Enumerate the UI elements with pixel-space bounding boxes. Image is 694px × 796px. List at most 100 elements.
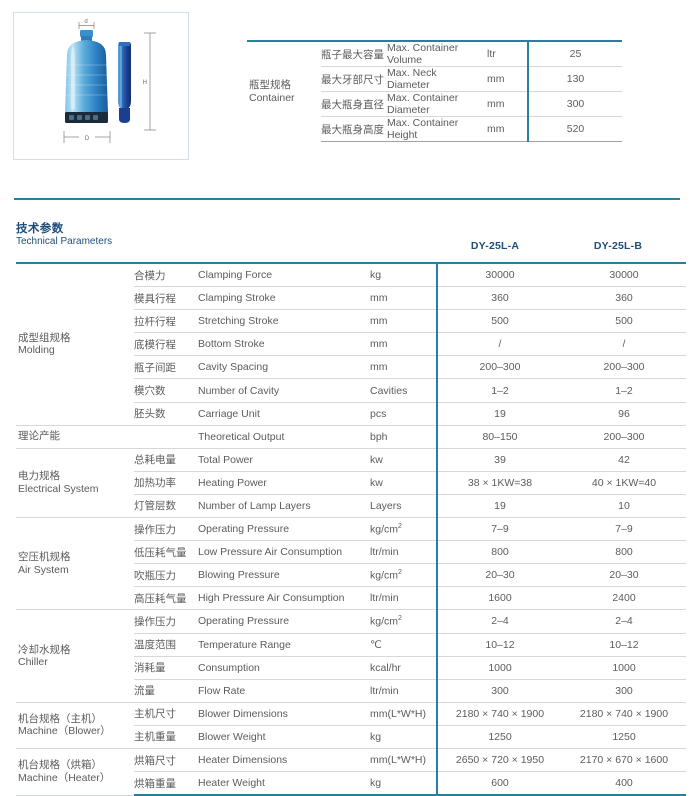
container-group-en: Container [249, 91, 295, 104]
value-model-a: 80–150 [436, 425, 562, 449]
group-label-en: Machine（Blower） [18, 725, 111, 738]
table-row: 胚头数 Carriage Unit pcs 19 96 [16, 402, 686, 426]
table-row: 瓶子间距 Cavity Spacing mm 200–300 200–300 [16, 355, 686, 380]
group-label-en: Air System [18, 563, 69, 576]
value-model-a: 39 [436, 448, 562, 472]
param-name-cn: 最大瓶身高度 [321, 116, 387, 142]
model-header-b: DY-25L-B [593, 240, 643, 252]
bottle-highlight [71, 46, 75, 110]
value-model-a: 2180 × 740 × 1900 [436, 702, 562, 726]
param-name-en: Blowing Pressure [198, 563, 368, 588]
param-unit: pcs [368, 402, 437, 426]
param-unit: ltr/min [368, 586, 437, 611]
param-value: 130 [527, 66, 622, 92]
value-model-b: 800 [562, 540, 686, 565]
param-name-cn: 瓶子间距 [134, 355, 198, 380]
height-dimension-label: H [143, 80, 147, 86]
param-name-cn: 主机尺寸 [134, 702, 198, 726]
param-name-cn: 模具行程 [134, 286, 198, 311]
param-name-cn: 底模行程 [134, 332, 198, 357]
table-row: 加热功率 Heating Power kw 38 × 1KW=38 40 × 1KW=4… [16, 471, 686, 495]
param-unit: kg/cm2 [368, 563, 437, 588]
value-model-a: 1600 [436, 586, 562, 611]
value-model-a: 19 [436, 402, 562, 426]
param-name-en: Operating Pressure [198, 517, 368, 542]
value-model-b: 200–300 [562, 355, 686, 380]
param-name-cn: 瓶子最大容量 [321, 41, 387, 67]
param-unit: kg/cm2 [368, 517, 437, 542]
value-model-b: 1–2 [562, 378, 686, 403]
value-model-a: 2650 × 720 × 1950 [436, 748, 562, 773]
value-model-a: 1–2 [436, 378, 562, 403]
value-model-a: 10–12 [436, 633, 562, 657]
value-model-b: / [562, 332, 686, 357]
table-row: 冷却水规格 Chiller 操作压力 Operating Pressure kg/cm2… [16, 609, 686, 703]
value-model-a: 500 [436, 309, 562, 334]
value-model-a: 19 [436, 494, 562, 519]
param-name-en: High Pressure Air Consumption [198, 586, 368, 611]
param-name-cn: 温度范围 [134, 633, 198, 657]
value-model-b: 200–300 [562, 425, 686, 449]
top-section: d [0, 0, 694, 168]
param-name-en: Total Power [198, 448, 368, 472]
value-model-b: 7–9 [562, 517, 686, 542]
value-model-b: 20–30 [562, 563, 686, 588]
table-row: 消耗量 Consumption kcal/hr 1000 1000 [16, 656, 686, 680]
param-unit: mm(L*W*H) [368, 702, 437, 726]
param-name-cn: 总耗电量 [134, 448, 198, 472]
value-model-b: 96 [562, 402, 686, 426]
param-name-cn: 操作压力 [134, 609, 198, 634]
value-model-b: 500 [562, 309, 686, 334]
param-unit: kg [368, 263, 437, 288]
neck-dimension-label: d [84, 19, 87, 25]
param-name-cn: 灯管层数 [134, 494, 198, 519]
param-name-en: Heating Power [198, 471, 368, 495]
table-row: 瓶型规格 Container 瓶子最大容量 Max. Container Volume… [247, 41, 622, 104]
group-label-cn: 机台规格（烘箱） [18, 759, 102, 772]
value-model-b: 42 [562, 448, 686, 472]
param-name-en: Heater Weight [198, 771, 368, 796]
preform-neck [119, 42, 130, 46]
bottle-cap [80, 30, 93, 37]
param-name-cn: 操作压力 [134, 517, 198, 542]
container-group-label: 瓶型规格 Container [247, 41, 321, 142]
value-model-a: / [436, 332, 562, 357]
group-label: 成型组规格 Molding [16, 263, 134, 426]
param-name-en: Max. Neck Diameter [387, 66, 481, 92]
param-unit: mm [481, 116, 528, 142]
param-name-en: Bottom Stroke [198, 332, 368, 357]
bottle-body-main [65, 40, 108, 113]
table-row: 模具行程 Clamping Stroke mm 360 360 [16, 286, 686, 311]
bottle-ribs [65, 64, 108, 96]
table-row: 最大瓶身直径 Max. Container Diameter mm 300 [247, 91, 622, 117]
param-unit: kw [368, 448, 437, 472]
value-model-b: 300 [562, 679, 686, 703]
group-label-cn: 机台规格（主机） [18, 712, 102, 725]
value-model-b: 10 [562, 494, 686, 519]
param-name-cn: 拉杆行程 [134, 309, 198, 334]
param-name-en: Max. Container Height [387, 116, 481, 142]
technical-parameters-table: 成型组规格 Molding 合模力 Clamping Force kg 30000 3000… [16, 262, 686, 796]
param-name-en: Low Pressure Air Consumption [198, 540, 368, 565]
group-label: 冷却水规格 Chiller [16, 609, 134, 703]
param-name-en: Number of Cavity [198, 378, 368, 403]
group-label-en: Electrical System [18, 482, 99, 495]
group-label: 机台规格（烘箱） Machine（Heater） [16, 748, 134, 796]
param-name-cn: 低压耗气量 [134, 540, 198, 565]
value-model-b: 2170 × 670 × 1600 [562, 748, 686, 773]
param-name-cn: 最大牙部尺寸 [321, 66, 387, 92]
param-name-en: Flow Rate [198, 679, 368, 703]
section-divider [14, 198, 680, 200]
value-model-b: 400 [562, 771, 686, 796]
table-row: 成型组规格 Molding 合模力 Clamping Force kg 30000 3000… [16, 263, 686, 426]
value-model-b: 2180 × 740 × 1900 [562, 702, 686, 726]
group-label-cn: 成型组规格 [18, 331, 71, 344]
param-unit: bph [368, 425, 437, 449]
group-label-cn: 理论产能 [18, 430, 60, 443]
param-unit: kcal/hr [368, 656, 437, 680]
page-title-cn: 技术参数 [16, 223, 64, 235]
param-name-en: Clamping Force [198, 263, 368, 288]
value-model-b: 1000 [562, 656, 686, 680]
value-model-a: 1250 [436, 725, 562, 749]
value-model-b: 40 × 1KW=40 [562, 471, 686, 495]
